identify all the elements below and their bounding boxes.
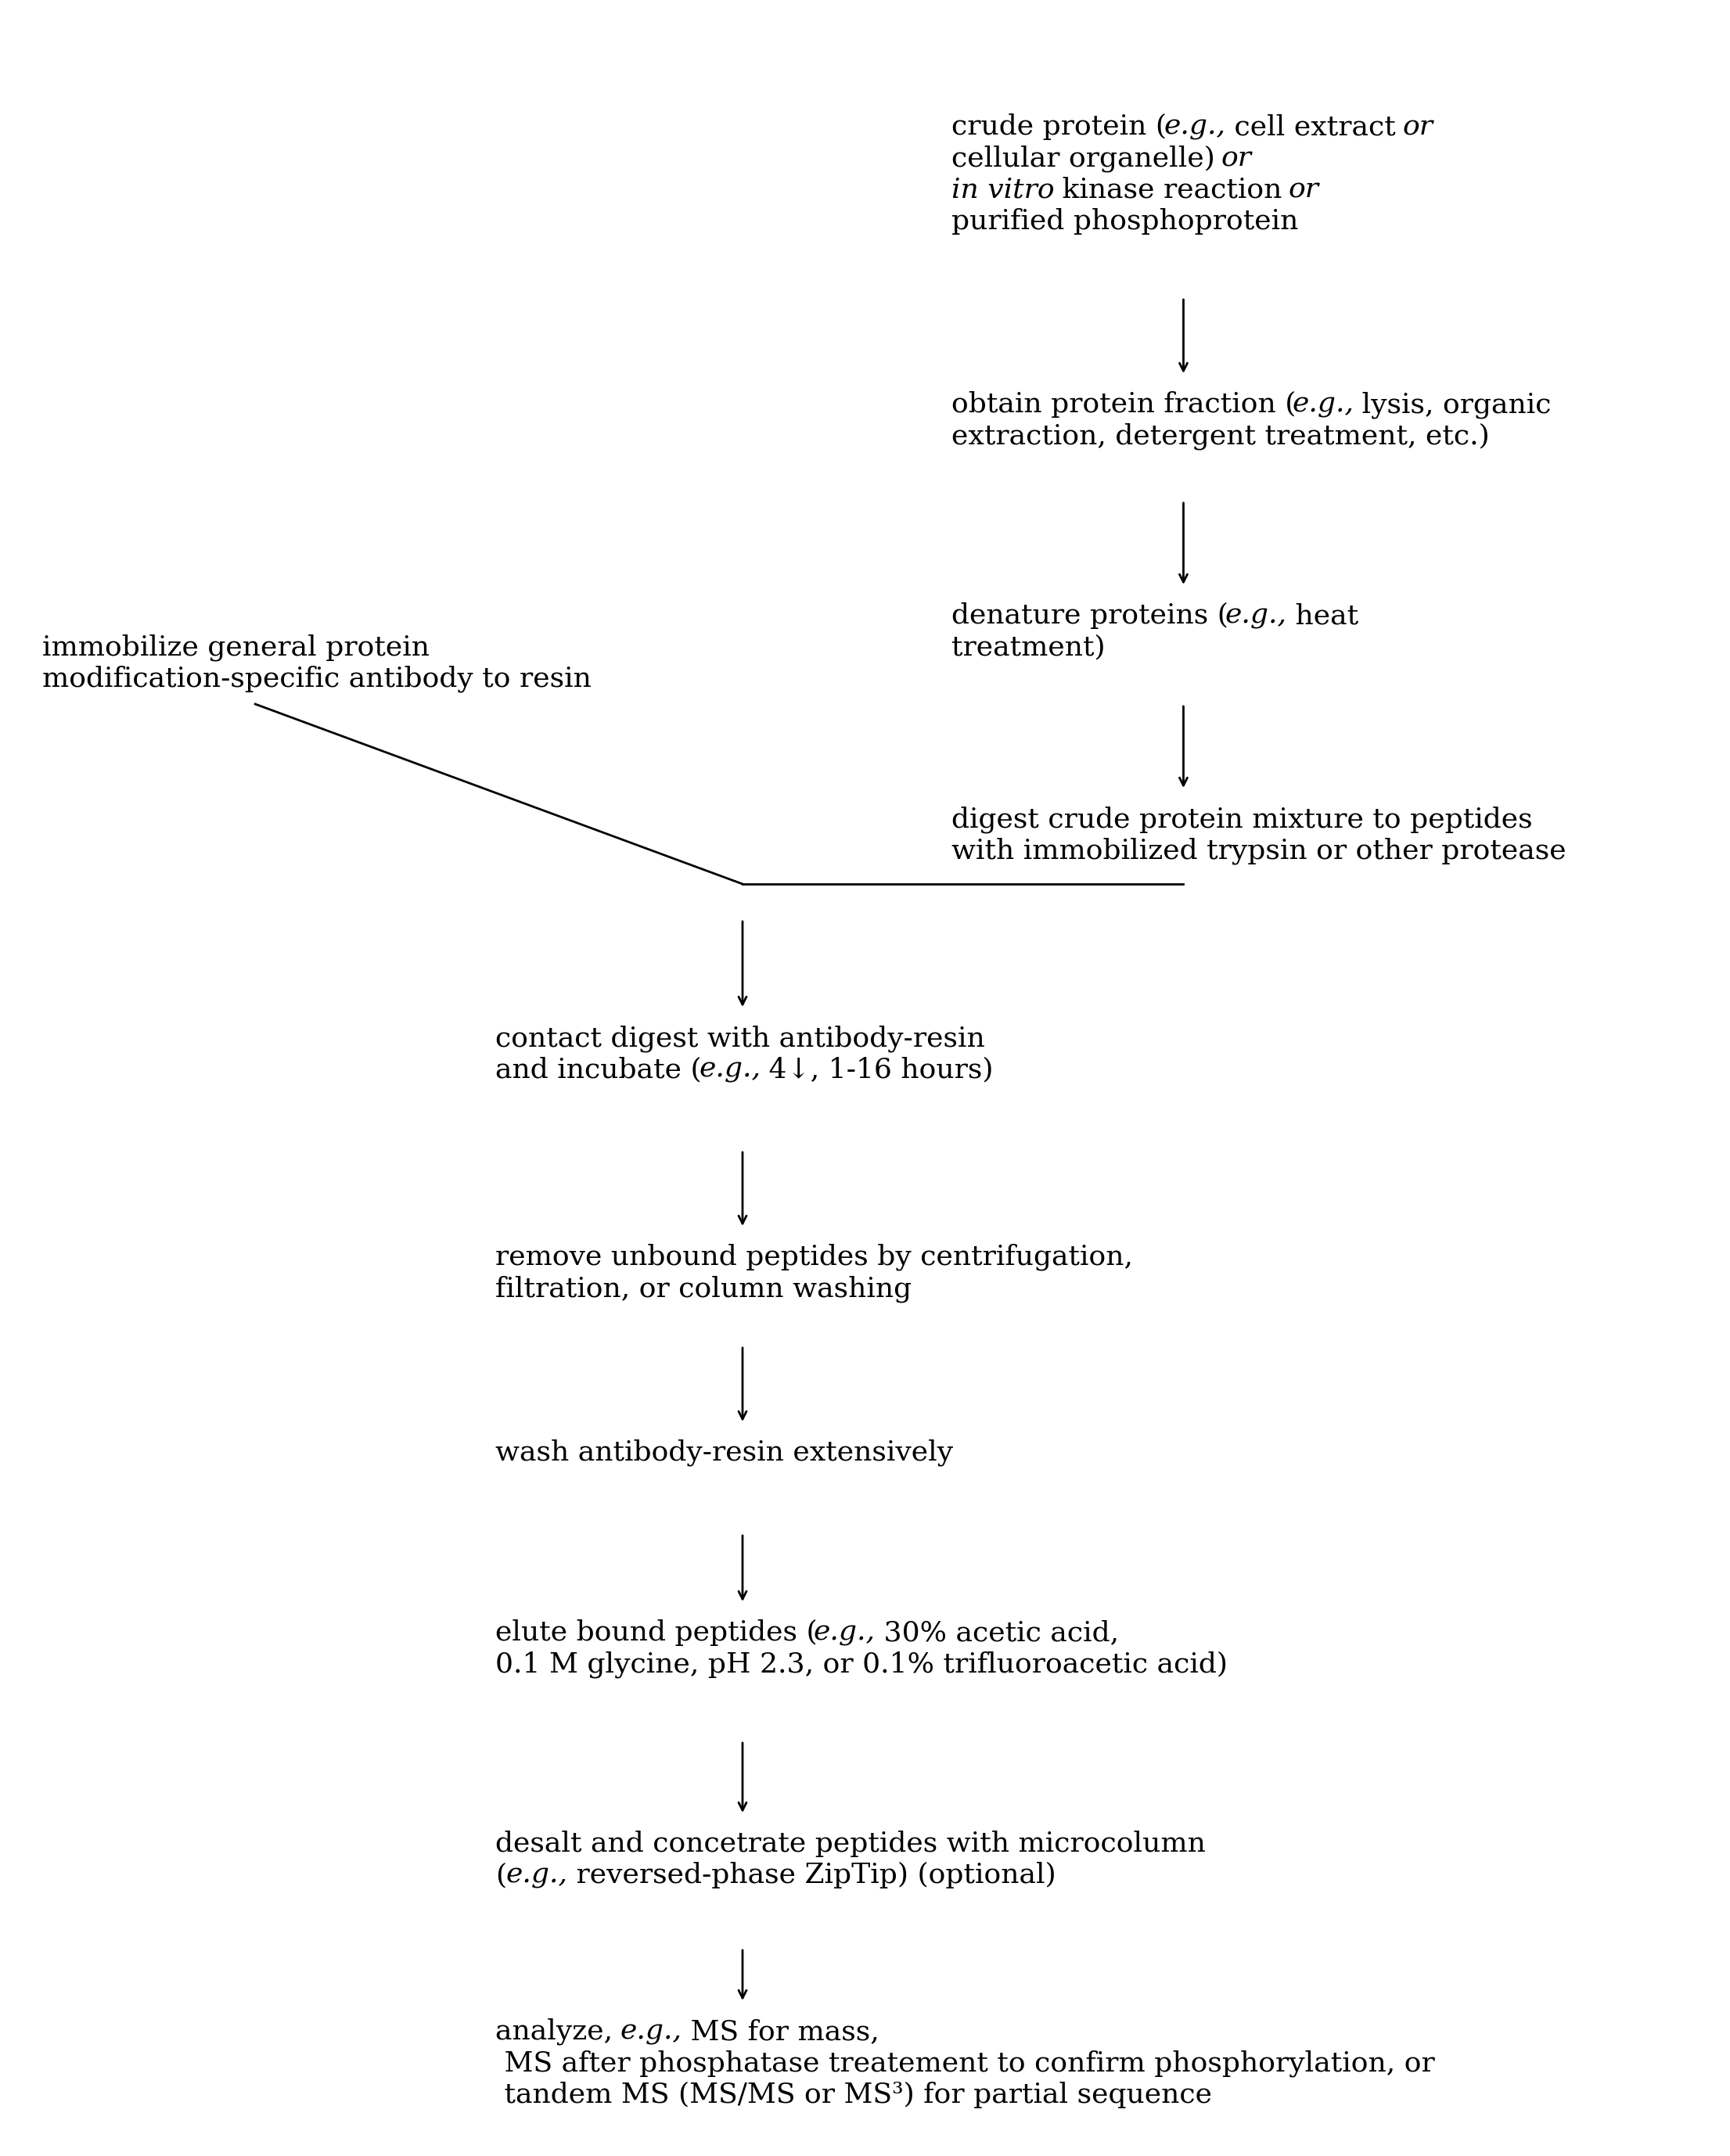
Text: tandem MS (MS/MS or MS³) for partial sequence: tandem MS (MS/MS or MS³) for partial seq… [495, 2081, 1211, 2109]
Text: reversed-phase ZipTip) (optional): reversed-phase ZipTip) (optional) [567, 1863, 1055, 1889]
Text: cellular organelle): cellular organelle) [952, 144, 1223, 172]
Text: e.g.,: e.g., [1164, 114, 1227, 140]
Text: analyze,: analyze, [495, 2018, 621, 2046]
Text: 0.1 M glycine, pH 2.3, or 0.1% trifluoroacetic acid): 0.1 M glycine, pH 2.3, or 0.1% trifluoro… [495, 1651, 1227, 1677]
Text: with immobilized trypsin or other protease: with immobilized trypsin or other protea… [952, 837, 1566, 865]
Text: e.g.,: e.g., [813, 1619, 875, 1645]
Text: modification-specific antibody to resin: modification-specific antibody to resin [43, 666, 592, 692]
Text: denature proteins (: denature proteins ( [952, 602, 1228, 630]
Text: or: or [1403, 114, 1432, 140]
Text: or: or [1289, 177, 1318, 203]
Text: e.g.,: e.g., [505, 1863, 567, 1889]
Text: kinase reaction: kinase reaction [1054, 177, 1291, 203]
Text: e.g.,: e.g., [619, 2018, 682, 2044]
Text: heat: heat [1285, 602, 1358, 630]
Text: MS after phosphatase treatement to confirm phosphorylation, or: MS after phosphatase treatement to confi… [495, 2050, 1434, 2076]
Text: contact digest with antibody-resin: contact digest with antibody-resin [495, 1024, 984, 1052]
Text: cell extract: cell extract [1225, 114, 1405, 140]
Text: immobilize general protein: immobilize general protein [43, 634, 429, 660]
Text: MS for mass,: MS for mass, [682, 2018, 879, 2044]
Text: remove unbound peptides by centrifugation,: remove unbound peptides by centrifugatio… [495, 1244, 1133, 1270]
Text: wash antibody-resin extensively: wash antibody-resin extensively [495, 1440, 953, 1466]
Text: e.g.,: e.g., [699, 1056, 761, 1082]
Text: 30% acetic acid,: 30% acetic acid, [875, 1619, 1119, 1645]
Text: filtration, or column washing: filtration, or column washing [495, 1276, 912, 1302]
Text: e.g.,: e.g., [1292, 390, 1355, 418]
Text: e.g.,: e.g., [1225, 602, 1287, 630]
Text: or: or [1221, 144, 1251, 172]
Text: (: ( [495, 1863, 507, 1889]
Text: desalt and concetrate peptides with microcolumn: desalt and concetrate peptides with micr… [495, 1830, 1206, 1856]
Text: purified phosphoprotein: purified phosphoprotein [952, 207, 1298, 235]
Text: 4↓, 1-16 hours): 4↓, 1-16 hours) [759, 1056, 993, 1082]
Text: treatment): treatment) [952, 634, 1105, 660]
Text: in vitro: in vitro [952, 177, 1054, 203]
Text: crude protein (: crude protein ( [952, 114, 1166, 140]
Text: obtain protein fraction (: obtain protein fraction ( [952, 390, 1296, 418]
Text: lysis, organic: lysis, organic [1353, 390, 1552, 418]
Text: extraction, detergent treatment, etc.): extraction, detergent treatment, etc.) [952, 423, 1490, 451]
Text: elute bound peptides (: elute bound peptides ( [495, 1619, 817, 1645]
Text: and incubate (: and incubate ( [495, 1056, 701, 1082]
Text: digest crude protein mixture to peptides: digest crude protein mixture to peptides [952, 806, 1533, 832]
